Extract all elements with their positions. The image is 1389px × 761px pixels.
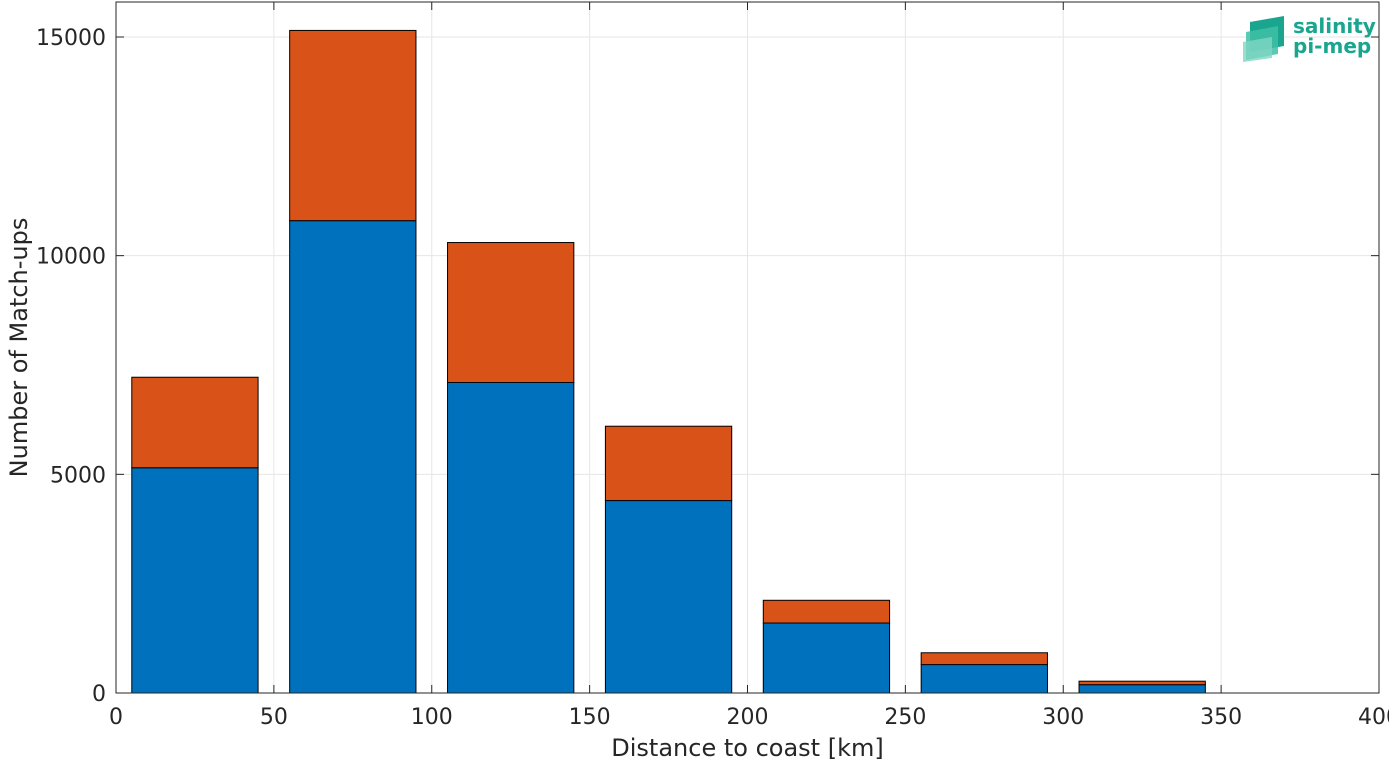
bar-series1-125 xyxy=(447,381,575,694)
bar-series2-325 xyxy=(1078,680,1206,686)
x-tick-label: 400 xyxy=(1358,705,1389,730)
bar-series1-75 xyxy=(289,220,417,694)
logo-text-line1: salinity xyxy=(1293,14,1376,38)
bar-series1-25 xyxy=(131,467,259,694)
x-axis-title: Distance to coast [km] xyxy=(611,734,883,761)
x-tick-label: 50 xyxy=(260,705,288,730)
x-tick-label: 300 xyxy=(1042,705,1084,730)
bar-series1-325 xyxy=(1078,684,1206,694)
bar-series2-75 xyxy=(289,29,417,222)
bar-series1-175 xyxy=(604,500,733,694)
logo-waves-icon xyxy=(1243,16,1284,62)
axis-ticks: 0 50 100 150 200 250 300 350 400 0 5000 10000 15000 xyxy=(36,2,1389,730)
bar-series2-25 xyxy=(131,376,259,469)
y-axis-title: Number of Match-ups xyxy=(5,218,33,478)
bar-series2-125 xyxy=(447,242,575,383)
bar-series2-175 xyxy=(604,425,733,502)
bar-series2-225 xyxy=(762,599,891,624)
x-tick-label: 250 xyxy=(884,705,926,730)
x-tick-label: 100 xyxy=(411,705,453,730)
bars xyxy=(131,29,1206,694)
y-tick-label: 10000 xyxy=(36,245,106,270)
x-tick-label: 0 xyxy=(109,705,123,730)
y-tick-label: 5000 xyxy=(50,463,106,488)
bar-series1-275 xyxy=(920,664,1048,694)
logo-text-line2: pi-mep xyxy=(1293,34,1371,58)
bar-series2-275 xyxy=(920,652,1048,666)
x-tick-label: 350 xyxy=(1200,705,1242,730)
x-tick-label: 150 xyxy=(569,705,611,730)
salinity-pi-mep-logo: salinity pi-mep xyxy=(1243,14,1376,62)
y-tick-label: 0 xyxy=(92,682,106,707)
y-tick-label: 15000 xyxy=(36,26,106,51)
bar-series1-225 xyxy=(762,622,891,694)
x-tick-label: 200 xyxy=(727,705,769,730)
